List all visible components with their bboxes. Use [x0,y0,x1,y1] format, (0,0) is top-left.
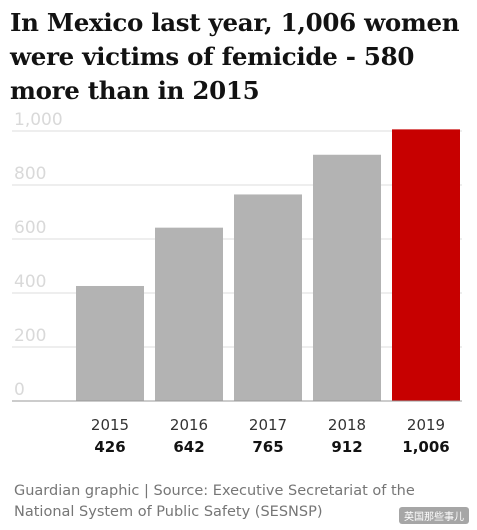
value-label: 765 [252,438,283,456]
value-label: 426 [94,438,125,456]
x-axis-tick-labels: 2015 2016 2017 2018 2019 [91,416,445,434]
y-axis-tick-labels: 0 200 400 600 800 1,000 [14,110,63,400]
y-tick-label: 0 [14,380,25,400]
watermark: 英国那些事儿 [399,507,469,524]
y-tick-label: 1,000 [14,110,63,130]
bar-2018 [313,154,381,401]
y-tick-label: 400 [14,272,46,292]
source-note: Guardian graphic | Source: Executive Sec… [14,483,415,520]
bar-2017 [234,194,302,401]
bar-2015 [76,285,144,401]
y-tick-label: 600 [14,218,46,238]
y-tick-label: 800 [14,164,46,184]
x-tick-label: 2015 [91,416,129,434]
value-label: 1,006 [402,438,449,456]
bar-2019 [392,129,460,401]
chart-title: In Mexico last year, 1,006 women were vi… [10,8,460,105]
value-label: 642 [173,438,204,456]
x-tick-label: 2019 [407,416,445,434]
bars [76,129,460,401]
bar-2016 [155,227,223,401]
x-tick-label: 2016 [170,416,208,434]
value-label: 912 [331,438,362,456]
y-tick-label: 200 [14,326,46,346]
value-labels: 426 642 765 912 1,006 [94,438,449,456]
x-tick-label: 2017 [249,416,287,434]
x-tick-label: 2018 [328,416,366,434]
